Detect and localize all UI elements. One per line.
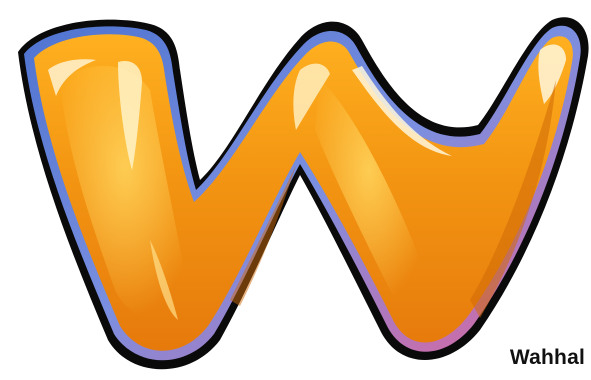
w-shade-center (230, 165, 296, 306)
w-glow-shape (60, 66, 190, 319)
w-highlight-center (293, 63, 330, 131)
w-highlight-right-stroke (352, 66, 452, 156)
w-highlight-left (118, 60, 142, 170)
w-highlight-v-bottom (150, 240, 178, 320)
w-glow-shape-2 (315, 80, 423, 308)
w-shade-right (470, 80, 556, 318)
logo-caption-text: Wahhal (509, 346, 585, 369)
w-highlight-right-top (538, 44, 566, 104)
w-highlight-left-strip (48, 59, 96, 96)
